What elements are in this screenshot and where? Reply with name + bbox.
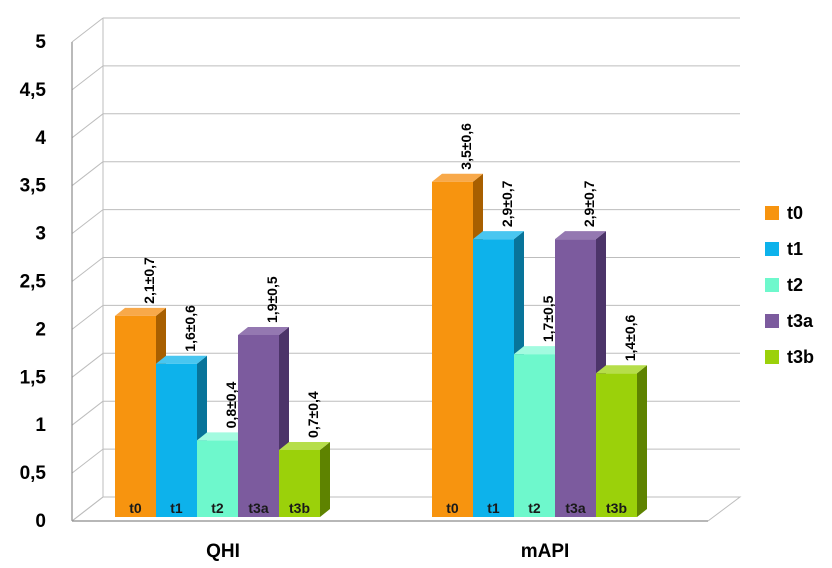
bar-series-label: t2 bbox=[528, 500, 541, 516]
bar bbox=[279, 449, 320, 517]
legend-label: t3b bbox=[787, 346, 814, 367]
bar-top bbox=[473, 231, 524, 240]
legend-label: t1 bbox=[787, 238, 804, 259]
bar-side bbox=[320, 441, 330, 517]
data-label: 0,7±0,4 bbox=[305, 391, 321, 438]
bar bbox=[596, 373, 637, 517]
gridline-side bbox=[71, 17, 104, 43]
data-label: 0,8±0,4 bbox=[223, 382, 239, 429]
legend-swatch bbox=[765, 350, 779, 364]
y-tick-label: 4,5 bbox=[20, 80, 47, 101]
legend-label: t3a bbox=[787, 310, 814, 331]
y-tick-label: 3,5 bbox=[20, 176, 47, 197]
legend-item: t1 bbox=[765, 231, 825, 267]
bar bbox=[156, 363, 197, 517]
gridline-side bbox=[71, 65, 104, 91]
gridline-side bbox=[71, 352, 104, 378]
legend-item: t3a bbox=[765, 303, 825, 339]
bar-top bbox=[115, 307, 166, 316]
data-label: 2,9±0,7 bbox=[499, 180, 515, 227]
bar-top bbox=[197, 432, 248, 441]
bar-top bbox=[279, 441, 330, 450]
legend-label: t0 bbox=[787, 202, 804, 223]
y-tick-label: 0,5 bbox=[20, 463, 47, 484]
data-label: 1,9±0,5 bbox=[264, 276, 280, 323]
bar bbox=[115, 315, 156, 517]
gridline-side bbox=[71, 448, 104, 474]
data-label: 1,7±0,5 bbox=[540, 295, 556, 342]
gridline-side bbox=[71, 161, 104, 187]
data-label: 1,6±0,6 bbox=[182, 305, 198, 352]
bar-series-label: t3b bbox=[606, 500, 627, 516]
legend-swatch bbox=[765, 314, 779, 328]
legend-swatch bbox=[765, 206, 779, 220]
bar-top bbox=[432, 173, 483, 182]
bar bbox=[432, 181, 473, 517]
bar bbox=[473, 239, 514, 517]
bar-series-label: t1 bbox=[487, 500, 500, 516]
y-tick-label: 2 bbox=[35, 319, 46, 340]
gridline-side bbox=[71, 257, 104, 282]
x-category-label: QHI bbox=[206, 541, 240, 562]
legend-item: t2 bbox=[765, 267, 825, 303]
legend-item: t0 bbox=[765, 195, 825, 231]
bar-series-label: t3a bbox=[565, 500, 585, 516]
y-tick-label: 5 bbox=[35, 32, 46, 53]
data-label: 2,9±0,7 bbox=[581, 180, 597, 227]
bar bbox=[238, 334, 279, 517]
legend-swatch bbox=[765, 278, 779, 292]
bar-side bbox=[637, 365, 647, 517]
chart-legend: t0 t1 t2 t3a t3b bbox=[765, 195, 825, 375]
bar-series-label: t3b bbox=[289, 500, 310, 516]
floor-back-edge bbox=[71, 496, 742, 522]
data-label: 3,5±0,6 bbox=[458, 123, 474, 170]
gridline-side bbox=[71, 209, 104, 234]
bar-series-label: t0 bbox=[446, 500, 459, 516]
gridline-side bbox=[71, 113, 104, 139]
data-label: 2,1±0,7 bbox=[141, 257, 157, 304]
bar-series-label: t2 bbox=[211, 500, 224, 516]
data-label: 1,4±0,6 bbox=[622, 314, 638, 361]
bar bbox=[197, 440, 238, 517]
bar-top bbox=[555, 231, 606, 240]
legend-label: t2 bbox=[787, 274, 804, 295]
bar-series-label: t1 bbox=[170, 500, 183, 516]
y-tick-label: 0 bbox=[35, 511, 46, 532]
bar-top bbox=[596, 365, 647, 374]
x-category-label: mAPI bbox=[521, 541, 570, 562]
gridline-side bbox=[71, 400, 104, 426]
y-tick-label: 3 bbox=[35, 224, 46, 245]
y-tick-label: 4 bbox=[35, 128, 46, 149]
bar-top bbox=[156, 355, 207, 364]
legend-item: t3b bbox=[765, 339, 825, 375]
y-tick-label: 1 bbox=[35, 415, 46, 436]
bar-top bbox=[238, 326, 289, 335]
y-tick-label: 2,5 bbox=[20, 272, 47, 293]
legend-swatch bbox=[765, 242, 779, 256]
gridline-side bbox=[71, 305, 104, 330]
y-tick-label: 1,5 bbox=[20, 367, 47, 388]
bar-series-label: t3a bbox=[248, 500, 268, 516]
bar bbox=[514, 354, 555, 517]
bar-series-label: t0 bbox=[129, 500, 142, 516]
bar-top bbox=[514, 346, 565, 355]
bar bbox=[555, 239, 596, 517]
